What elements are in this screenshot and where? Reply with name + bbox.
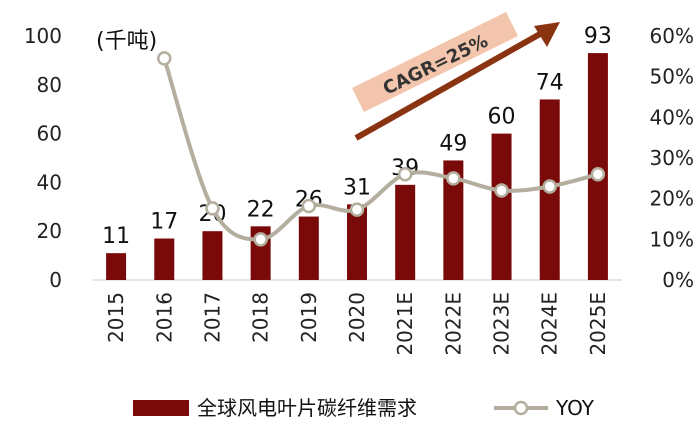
yoy-series [157, 51, 606, 247]
bar-data-label: 17 [150, 210, 178, 235]
yoy-point [349, 202, 365, 217]
x-tick-label: 2023E [490, 292, 514, 356]
bar-data-label: 11 [102, 224, 130, 249]
bar-series [106, 53, 608, 280]
bar-data-label: 74 [536, 70, 564, 95]
legend: 全球风电叶片碳纤维需求 YOY [133, 396, 595, 420]
x-tick-label: 2018 [249, 292, 273, 343]
bar [395, 184, 416, 280]
bar [491, 133, 512, 280]
left-tick-label: 40 [37, 170, 62, 194]
left-tick-label: 20 [37, 219, 62, 243]
right-tick-label: 0% [662, 268, 694, 292]
left-tick-label: 0 [49, 268, 62, 292]
bar [298, 216, 319, 280]
x-tick-label: 2024E [538, 292, 562, 356]
bar [443, 160, 464, 280]
right-tick-label: 30% [650, 146, 694, 170]
right-tick-label: 60% [650, 24, 694, 48]
x-tick-label: 2025E [586, 292, 610, 356]
yoy-point [494, 183, 509, 198]
right-tick-label: 10% [650, 227, 694, 251]
bar [106, 253, 127, 280]
legend-bar-label: 全球风电叶片碳纤维需求 [197, 396, 417, 420]
x-tick-label: 2020 [345, 292, 369, 343]
bar-data-label: 22 [247, 197, 275, 222]
x-tick-label: 2016 [152, 292, 176, 343]
bar-data-label: 49 [439, 131, 467, 156]
cagr-box [352, 12, 518, 112]
legend-line-label: YOY [555, 396, 595, 420]
left-tick-label: 60 [37, 122, 62, 146]
left-tick-label: 80 [37, 73, 62, 97]
yoy-point [397, 167, 413, 182]
x-tick-label: 2019 [297, 292, 321, 343]
left-tick-label: 100 [24, 24, 62, 48]
bar-data-label: 31 [343, 175, 371, 200]
unit-label: (千吨) [96, 29, 157, 54]
left-axis: 0 20 40 60 80 100 [24, 24, 62, 292]
yoy-point [301, 198, 317, 214]
right-tick-label: 40% [650, 105, 694, 129]
bar [202, 231, 223, 280]
right-tick-label: 50% [650, 65, 694, 89]
legend-bar-swatch [133, 400, 189, 416]
bar [587, 53, 608, 280]
x-tick-label: 2021E [393, 292, 417, 356]
cagr-text: CAGR=25% [380, 31, 492, 100]
x-axis-labels: 2015 2016 2017 2018 2019 2020 2021E 2022E 2023E 2… [104, 292, 610, 356]
bar-data-label: 93 [584, 24, 612, 49]
right-tick-label: 20% [650, 187, 694, 211]
x-tick-label: 2017 [200, 292, 224, 343]
cagr-arrow-head [534, 22, 560, 47]
x-tick-label: 2022E [441, 292, 465, 356]
yoy-point [157, 51, 172, 66]
right-axis: 0% 10% 20% 30% 40% 50% 60% [650, 24, 694, 292]
bar [347, 204, 367, 280]
yoy-point [542, 179, 557, 194]
yoy-point [253, 232, 268, 247]
bar [154, 238, 175, 280]
cagr-annotation: CAGR=25% [352, 12, 560, 141]
cagr-arrow-line [354, 31, 542, 141]
yoy-point [590, 167, 606, 182]
bar-data-label: 60 [488, 105, 516, 130]
x-tick-label: 2015 [104, 292, 128, 343]
yoy-point [205, 201, 220, 216]
legend-line-marker [513, 400, 529, 416]
yoy-point [446, 171, 461, 186]
